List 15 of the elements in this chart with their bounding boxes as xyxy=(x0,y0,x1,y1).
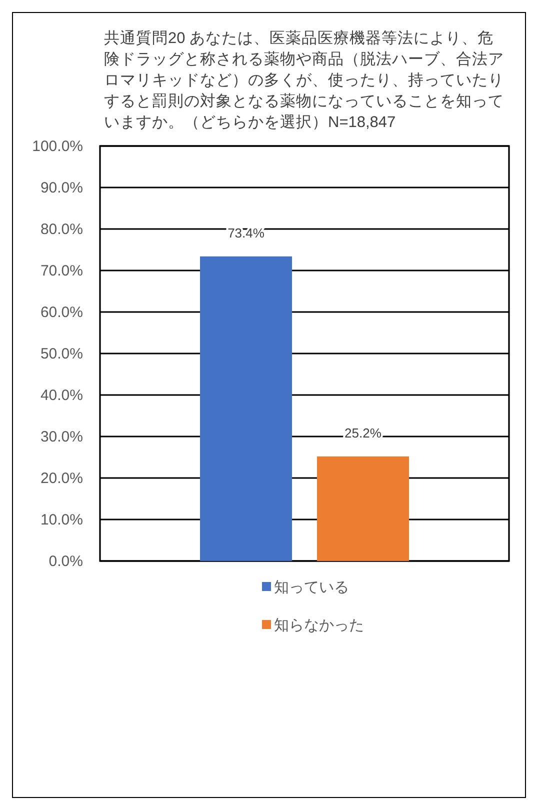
chart-title: 共通質問20 あなたは、医薬品医療機器等法により、危険ドラッグと称される薬物や商品（脱法ハーブ、合法アロマリキッドなど）の多くが、使ったり、持っていたりすると罰則の対象となる薬物になっていることを知っていますか。（どちらかを選択）N=18,847 xyxy=(104,29,504,133)
y-tick-label: 100.0% xyxy=(32,138,83,155)
y-tick-label: 80.0% xyxy=(40,221,83,238)
y-tick-label: 20.0% xyxy=(40,470,83,487)
y-tick-label: 50.0% xyxy=(40,346,83,362)
y-tick-label: 90.0% xyxy=(40,180,83,196)
y-tick-label: 60.0% xyxy=(40,304,83,321)
legend-label: 知っている xyxy=(274,579,349,596)
data-label: 73.4% xyxy=(228,225,265,240)
y-tick-label: 0.0% xyxy=(48,553,83,570)
y-tick-label: 10.0% xyxy=(40,512,83,528)
legend-label: 知らなかった xyxy=(274,617,364,634)
y-tick-label: 40.0% xyxy=(40,387,83,404)
y-tick-label: 30.0% xyxy=(40,428,83,446)
y-tick-label: 70.0% xyxy=(40,262,83,280)
